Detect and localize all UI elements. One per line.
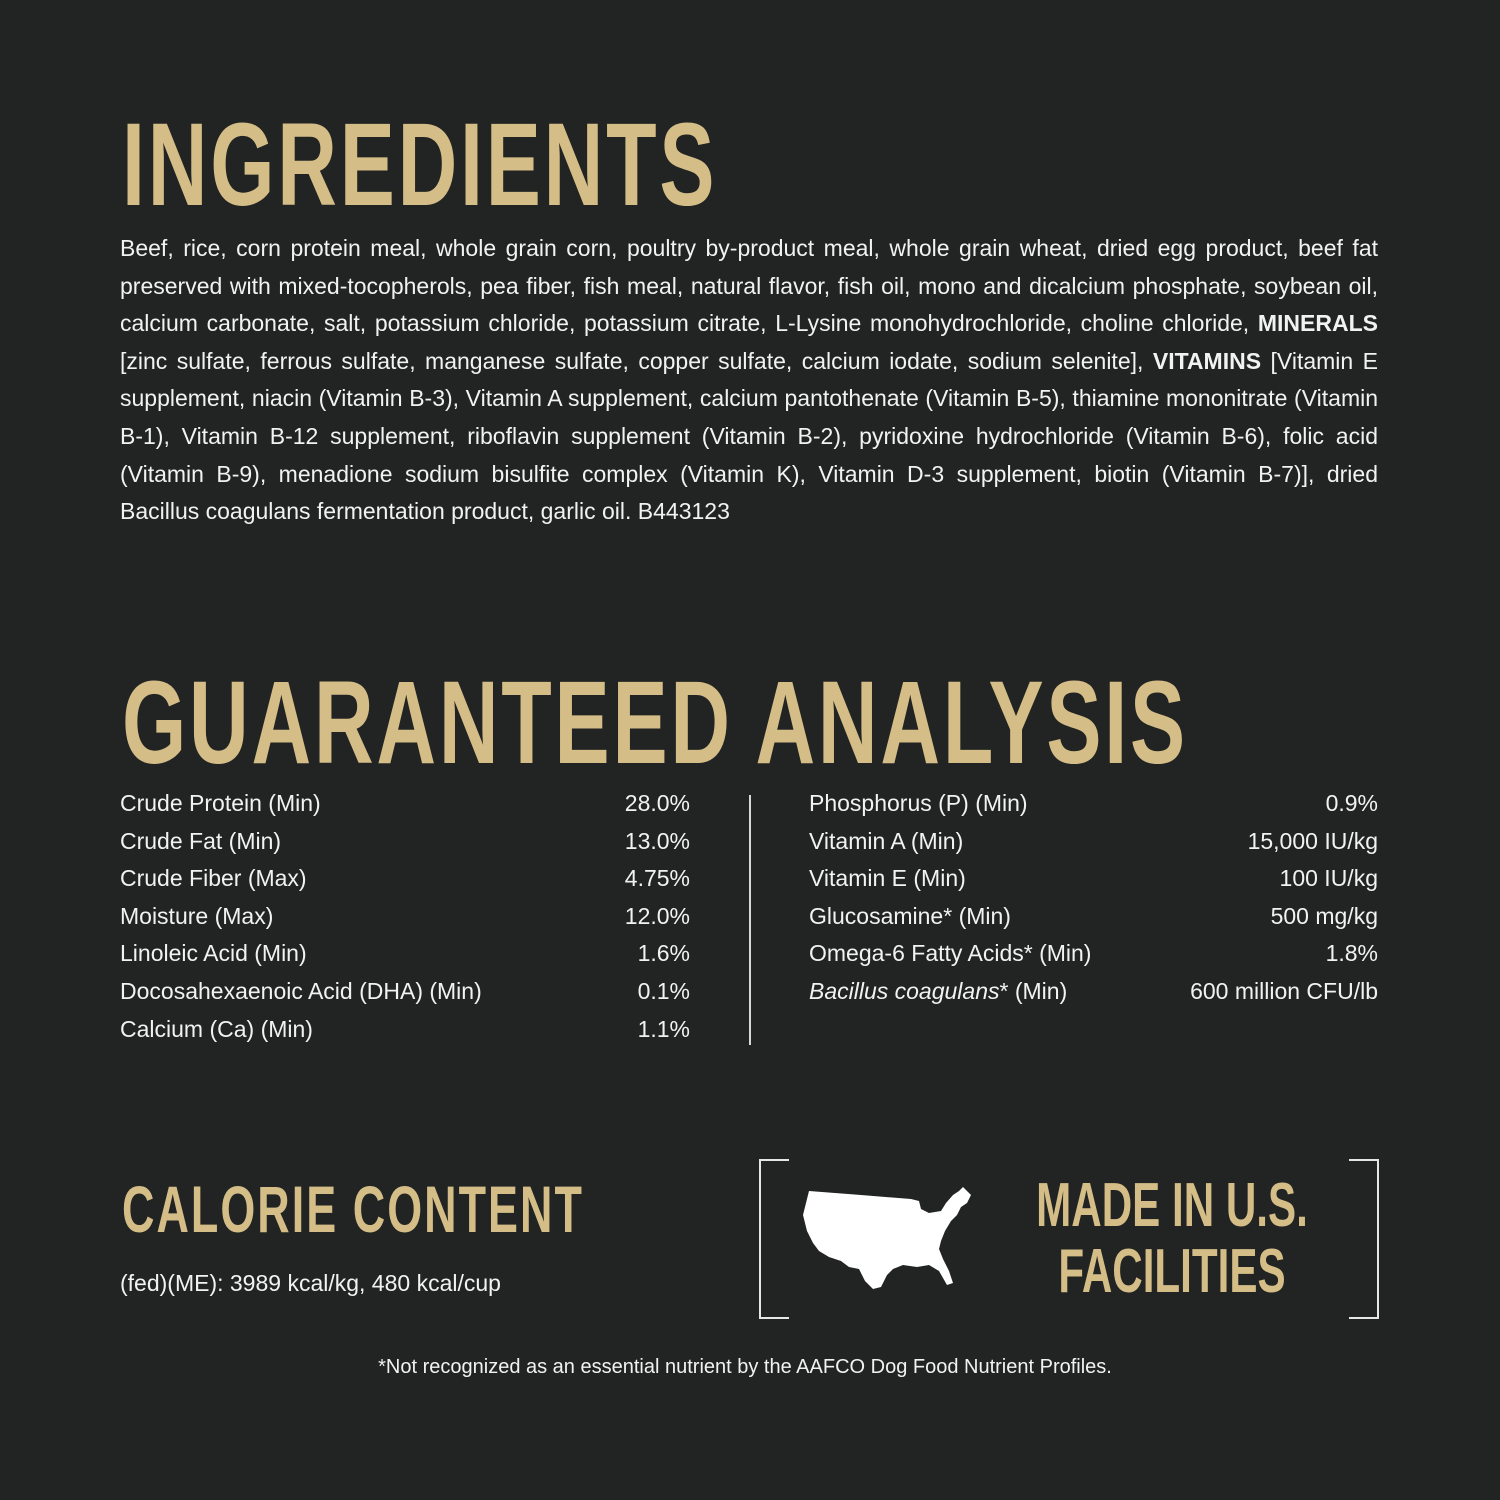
analysis-row: Vitamin A (Min) 15,000 IU/kg — [809, 823, 1378, 861]
nutrient-label-suffix: * (Min) — [999, 977, 1068, 1004]
analysis-row: Docosahexaenoic Acid (DHA) (Min) 0.1% — [120, 973, 690, 1011]
calorie-title: CALORIE CONTENT — [122, 1172, 584, 1246]
nutrient-label: Moisture (Max) — [120, 902, 274, 929]
nutrient-value: 15,000 IU/kg — [1247, 827, 1378, 854]
nutrient-value: 1.8% — [1325, 940, 1378, 967]
made-line-2: FACILITIES — [1058, 1237, 1286, 1306]
nutrient-label: Crude Fat (Min) — [120, 827, 282, 854]
nutrient-label: Omega-6 Fatty Acids* (Min) — [809, 940, 1092, 967]
analysis-left-column: Crude Protein (Min) 28.0% Crude Fat (Min) 1… — [120, 785, 690, 1048]
analysis-row: Linoleic Acid (Min) 1.6% — [120, 935, 690, 973]
ingredients-title: INGREDIENTS — [122, 99, 718, 231]
footnote: *Not recognized as an essential nutrient… — [378, 1356, 1112, 1378]
ingredients-part: Beef, rice, corn protein meal, whole gra… — [120, 235, 1378, 337]
analysis-row: Vitamin E (Min) 100 IU/kg — [809, 860, 1378, 898]
nutrient-label: Phosphorus (P) (Min) — [809, 790, 1028, 816]
nutrient-value: 1.1% — [637, 1015, 690, 1042]
nutrient-value: 0.9% — [1325, 790, 1378, 816]
analysis-row: Moisture (Max) 12.0% — [120, 898, 690, 936]
nutrient-value: 13.0% — [624, 827, 690, 854]
analysis-row: Crude Fat (Min) 13.0% — [120, 823, 690, 861]
analysis-row: Omega-6 Fatty Acids* (Min) 1.8% — [809, 935, 1378, 973]
nutrient-label: Vitamin E (Min) — [809, 865, 966, 892]
analysis-row: Crude Protein (Min) 28.0% — [120, 785, 690, 823]
nutrient-label: Glucosamine* (Min) — [809, 902, 1011, 929]
analysis-row: Glucosamine* (Min) 500 mg/kg — [809, 898, 1378, 936]
analysis-row: Calcium (Ca) (Min) 1.1% — [120, 1011, 690, 1049]
ingredients-part: [Vitamin E supplement, niacin (Vitamin B… — [120, 347, 1378, 525]
nutrient-value: 100 IU/kg — [1279, 865, 1378, 892]
made-in-usa-text-area: MADE IN U.S. FACILITIES — [987, 1173, 1357, 1305]
ingredients-text: Beef, rice, corn protein meal, whole gra… — [120, 230, 1378, 531]
left-bracket — [759, 1159, 789, 1319]
nutrient-value: 0.1% — [637, 977, 690, 1004]
usa-map-icon — [803, 1187, 971, 1289]
vitamins-label: VITAMINS — [1152, 347, 1262, 374]
made-line-1: MADE IN U.S. — [1036, 1171, 1308, 1240]
nutrient-italic: Bacillus coagulans — [809, 977, 1000, 1004]
nutrient-label: Bacillus coagulans* (Min) — [809, 973, 1067, 1011]
minerals-label: MINERALS — [1257, 310, 1378, 337]
nutrient-value: 12.0% — [624, 902, 690, 929]
nutrient-label: Vitamin A (Min) — [809, 827, 964, 854]
analysis-row: Phosphorus (P) (Min) 0.9% — [809, 785, 1378, 823]
analysis-right-column: Phosphorus (P) (Min) 0.9% Vitamin A (Min) 1… — [809, 785, 1378, 1011]
nutrient-label: Crude Protein (Min) — [120, 790, 321, 816]
nutrient-value: 600 million CFU/lb — [1190, 977, 1378, 1004]
nutrient-value: 1.6% — [637, 940, 690, 967]
analysis-row: Crude Fiber (Max) 4.75% — [120, 860, 690, 898]
nutrient-value: 500 mg/kg — [1270, 902, 1378, 929]
analysis-row: Bacillus coagulans* (Min) 600 million CFU… — [809, 973, 1378, 1011]
made-in-usa-badge: MADE IN U.S. FACILITIES — [759, 1159, 1379, 1319]
nutrient-label: Crude Fiber (Max) — [120, 865, 307, 892]
nutrient-label: Calcium (Ca) (Min) — [120, 1015, 313, 1042]
nutrient-value: 4.75% — [624, 865, 690, 892]
analysis-title: GUARANTEED ANALYSIS — [122, 657, 1188, 789]
ingredients-part: [zinc sulfate, ferrous sulfate, manganes… — [120, 347, 1153, 374]
nutrient-label: Docosahexaenoic Acid (DHA) (Min) — [120, 977, 482, 1004]
made-in-usa-text: MADE IN U.S. FACILITIES — [995, 1173, 1349, 1305]
calorie-text: (fed)(ME): 3989 kcal/kg, 480 kcal/cup — [120, 1270, 501, 1296]
column-divider — [749, 795, 751, 1045]
right-bracket — [1349, 1159, 1379, 1319]
nutrient-value: 28.0% — [624, 790, 690, 816]
nutrient-label: Linoleic Acid (Min) — [120, 940, 307, 967]
